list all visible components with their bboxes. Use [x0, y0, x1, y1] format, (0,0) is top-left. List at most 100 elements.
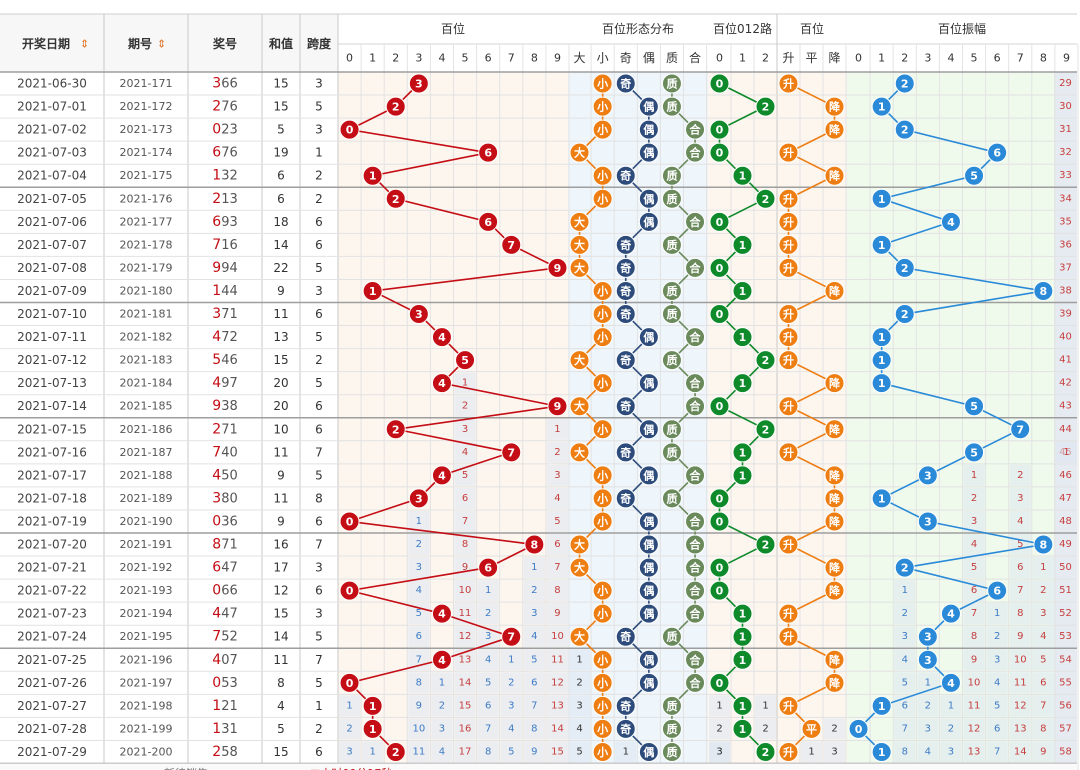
amplitude-ball-label: 5: [970, 400, 978, 413]
amplitude-ball-label: 1: [878, 377, 886, 390]
omission-value: 1: [902, 585, 908, 596]
row-seq-number: 44: [1059, 424, 1072, 435]
omission-cell-bg: [755, 718, 776, 740]
omission-value: 1: [623, 746, 629, 757]
row-sum: 11: [273, 491, 288, 505]
omission-value: 8: [902, 746, 908, 757]
omission-value: 6: [485, 700, 491, 711]
odd-even-ball: [638, 119, 659, 140]
omission-value: 1: [971, 470, 977, 481]
trend-ball-label: 升: [783, 307, 794, 321]
omission-cell-bg: [963, 626, 985, 648]
omission-value: 3: [554, 470, 560, 481]
big-small-ball: [592, 672, 613, 693]
big-small-ball: [592, 488, 613, 509]
row-date: 2021-07-26: [17, 676, 87, 690]
trend-ball: [778, 257, 799, 278]
amplitude-ball: [1033, 280, 1054, 301]
hundreds-ball-label: 0: [346, 515, 354, 528]
row-number: 371: [212, 306, 237, 322]
row-sum: 8: [277, 676, 285, 690]
row-span: 5: [315, 676, 323, 690]
omission-value: 4: [462, 447, 468, 458]
odd-even-ball-label: 奇: [620, 77, 631, 91]
omission-cell-bg: [917, 741, 939, 763]
hundreds-ball: [547, 257, 568, 278]
trend-ball-label: 降: [829, 561, 841, 575]
big-small-ball: [569, 257, 590, 278]
row-seq-number: 35: [1059, 216, 1072, 227]
omission-cell-bg: [431, 718, 453, 740]
prime-composite-ball: [661, 695, 682, 716]
odd-even-ball: [638, 211, 659, 232]
header-shape-col: 质: [666, 51, 678, 65]
prime-composite-ball: [661, 419, 682, 440]
row-sum: 10: [273, 422, 288, 436]
amplitude-ball: [871, 327, 892, 348]
row-number: 447: [212, 606, 237, 622]
road-ball-label: 0: [716, 308, 724, 321]
odd-even-ball: [638, 373, 659, 394]
big-small-ball: [569, 211, 590, 232]
amplitude-ball: [940, 603, 961, 624]
row-span: 8: [315, 491, 323, 505]
omission-cell-bg: [1009, 510, 1031, 532]
big-small-ball: [592, 188, 613, 209]
odd-even-ball: [615, 257, 636, 278]
header-road-col: 0: [716, 52, 723, 65]
trend-ball-label: 降: [829, 676, 841, 690]
prime-composite-ball-label: 质: [666, 445, 677, 459]
hundreds-ball: [385, 419, 406, 440]
omission-cell-bg: [546, 580, 568, 602]
hundreds-ball-label: 1: [369, 700, 377, 713]
road-ball: [709, 396, 730, 417]
big-small-ball-label: 小: [596, 100, 608, 114]
row-seq-number: 43: [1059, 401, 1072, 412]
header-hundreds-digit: 1: [369, 52, 376, 65]
trend-ball-label: 平: [806, 723, 817, 736]
sort-updown-icon[interactable]: ⇕: [157, 38, 166, 51]
big-small-ball: [592, 649, 613, 670]
omission-value: 3: [439, 723, 445, 734]
odd-even-ball: [638, 649, 659, 670]
row-sum: 20: [273, 399, 288, 413]
prime-composite-ball-label: 合: [690, 468, 702, 482]
amplitude-ball-label: 8: [1040, 539, 1048, 552]
hundreds-ball: [408, 304, 429, 325]
omission-cell-bg: [1009, 741, 1031, 763]
amplitude-ball-label: 5: [970, 446, 978, 459]
big-small-ball: [592, 327, 613, 348]
hundreds-ball-label: 8: [531, 539, 539, 552]
row-date: 2021-07-24: [17, 630, 87, 644]
omission-value: 13: [968, 746, 981, 757]
omission-value: 4: [416, 585, 422, 596]
road-ball: [709, 557, 730, 578]
row-date: 2021-07-03: [17, 146, 87, 160]
header-amp-digit: 0: [855, 52, 862, 65]
omission-value: 3: [508, 700, 514, 711]
sort-updown-icon[interactable]: ⇕: [80, 38, 89, 51]
amplitude-ball: [917, 465, 938, 486]
header-hundreds-digit: 4: [438, 52, 445, 65]
trend-ball: [778, 741, 799, 762]
omission-value: 8: [1017, 608, 1023, 619]
odd-even-ball: [615, 695, 636, 716]
header-hundreds-digit: 5: [462, 52, 469, 65]
omission-value: 1: [439, 677, 445, 688]
omission-value: 2: [902, 608, 908, 619]
omission-value: 4: [925, 746, 931, 757]
prime-composite-ball: [685, 649, 706, 670]
row-seq-number: 56: [1059, 700, 1072, 711]
hundreds-ball-label: 6: [484, 562, 492, 575]
omission-value: 1: [554, 424, 560, 435]
trend-ball-label: 升: [783, 445, 794, 459]
row-span: 1: [315, 699, 323, 713]
big-small-ball-label: 小: [596, 491, 608, 505]
omission-value: 1: [994, 608, 1000, 619]
row-sum: 12: [273, 584, 288, 598]
row-span: 3: [315, 123, 323, 137]
prime-composite-ball: [685, 373, 706, 394]
row-issue: 2021-183: [120, 354, 173, 367]
omission-value: 3: [531, 608, 537, 619]
header-hundreds-digit: 6: [485, 52, 492, 65]
